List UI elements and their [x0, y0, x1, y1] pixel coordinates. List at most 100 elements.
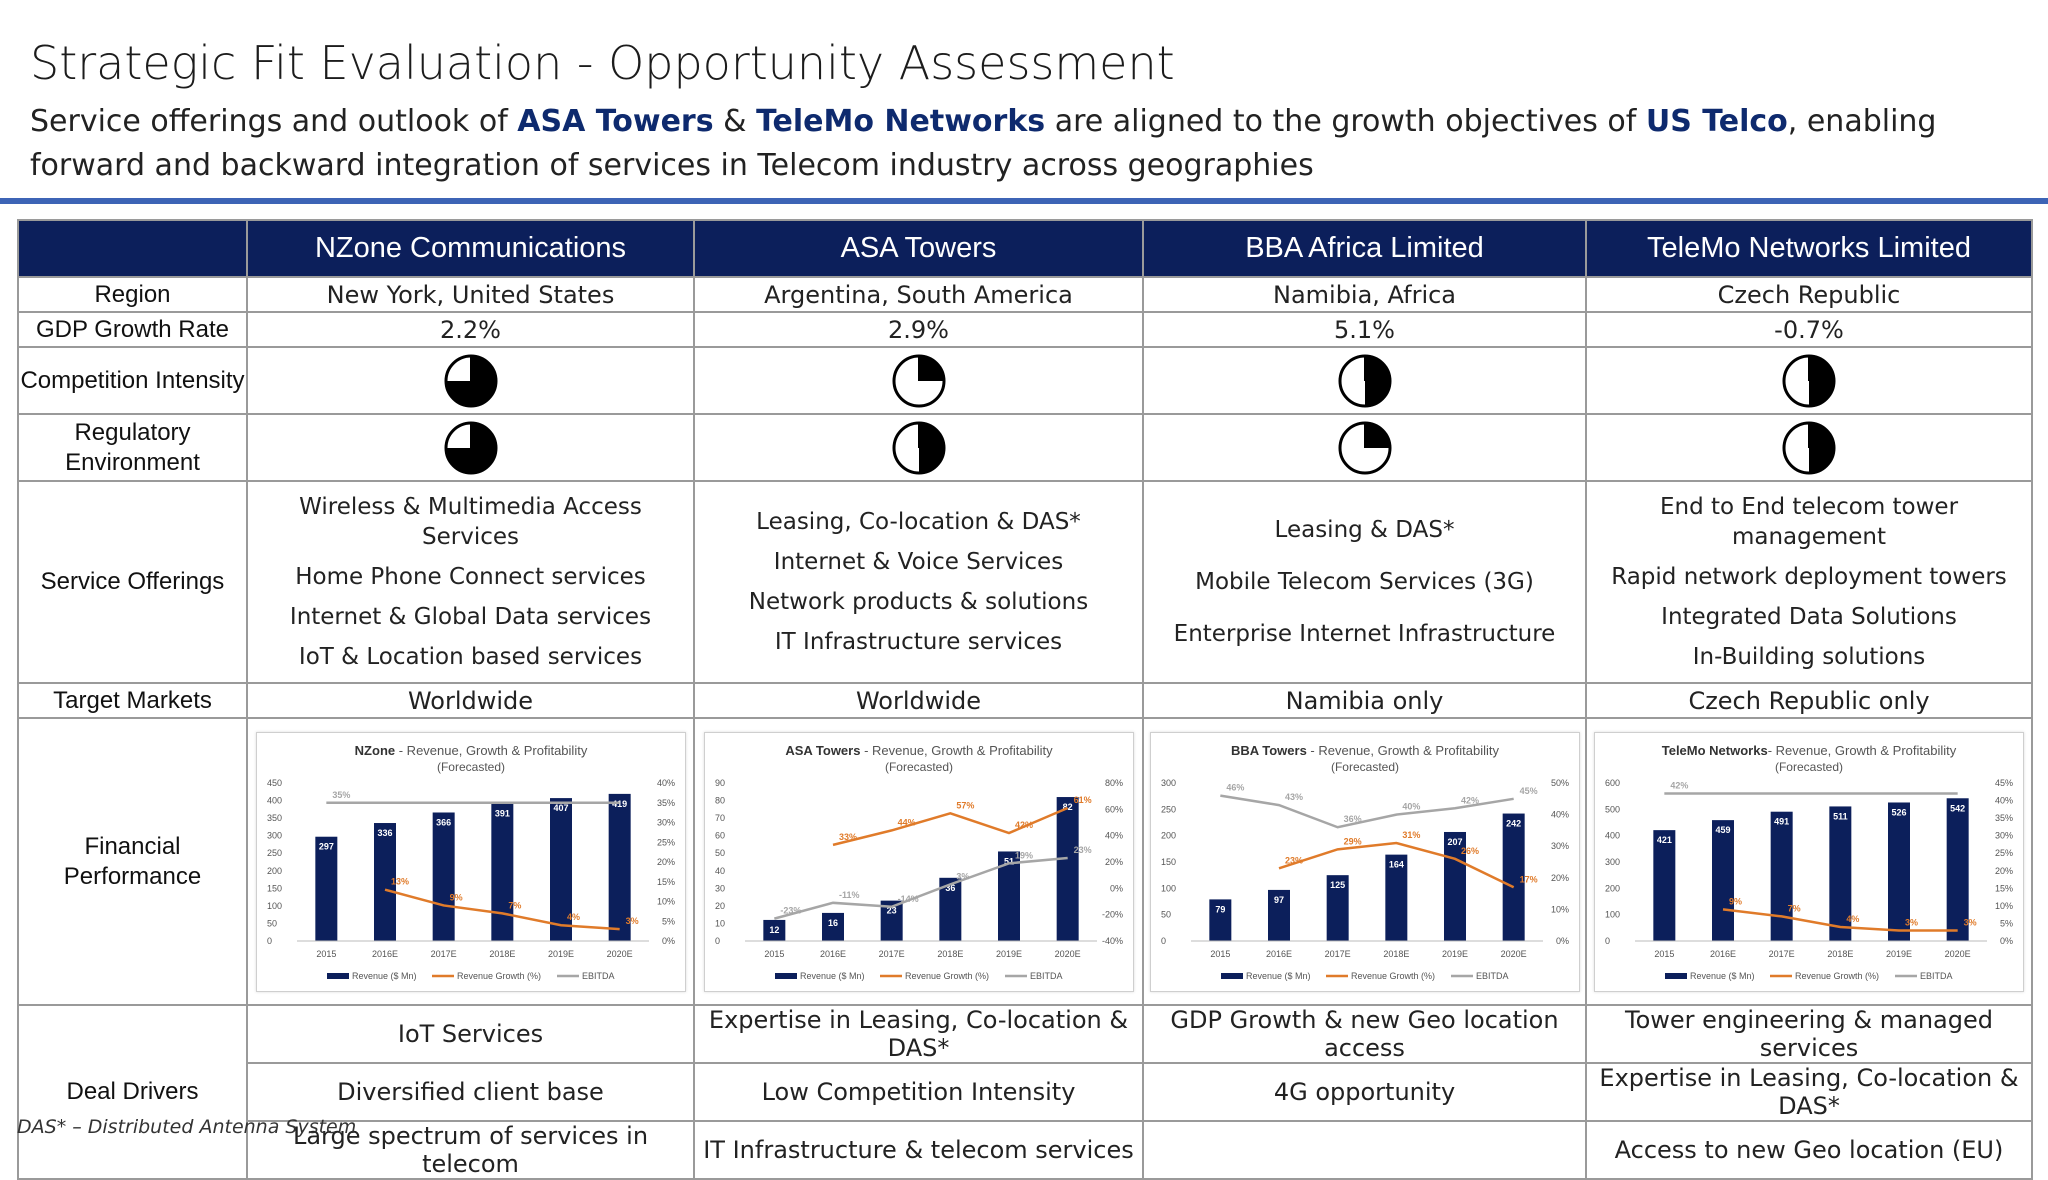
driver-cell: IoT Services [246, 1004, 695, 1064]
growth-line [832, 806, 1068, 846]
y2-tick-label: 10% [656, 896, 674, 906]
bar-data-label: 36 [945, 882, 955, 892]
driver-cell: Access to new Geo location (EU) [1585, 1120, 2033, 1180]
revenue-bar [762, 919, 785, 941]
y2-tick-label: 40% [1995, 795, 2013, 805]
growth-line-label: 13% [391, 876, 409, 886]
y2-tick-label: 40% [1104, 830, 1122, 840]
x-tick-label: 2019E [1441, 949, 1467, 959]
bar-data-label: 511 [1833, 811, 1848, 821]
bar-data-label: 297 [318, 841, 333, 851]
offering-item: Leasing & DAS* [1274, 517, 1455, 543]
driver-cell: Low Competition Intensity [693, 1062, 1144, 1122]
y-tick-label: 250 [267, 848, 282, 858]
growth-line-label: 61% [1073, 795, 1091, 805]
chart-subtitle: (Forecasted) [884, 760, 952, 774]
revenue-bar [1888, 801, 1910, 941]
growth-line [1722, 907, 1958, 932]
regulatory-cell [246, 413, 695, 482]
gdp-row: GDP Growth Rate 2.2% 2.9% 5.1% -0.7% [17, 311, 2033, 348]
x-tick-label: 2019E [1886, 949, 1912, 959]
revenue-bar [997, 850, 1020, 941]
driver-cell: Tower engineering & managed services [1585, 1004, 2033, 1064]
y-tick-label: 60 [715, 830, 725, 840]
harvey-ball-fill [918, 422, 944, 473]
chart-title-rest: - Revenue, Growth & Profitability [395, 743, 588, 758]
target-cell: Namibia only [1142, 682, 1587, 719]
offering-item: Internet & Global Data services [289, 604, 652, 630]
region-cell: Namibia, Africa [1142, 276, 1587, 313]
company-header: NZone Communications [246, 219, 695, 278]
gdp-cell: 2.2% [246, 311, 695, 348]
ebitda-line-label: 43% [1285, 792, 1303, 802]
growth-line-label: 9% [449, 892, 462, 902]
bar-data-label: 242 [1506, 818, 1521, 828]
y-tick-label: 300 [1161, 778, 1176, 788]
growth-line-label: 33% [839, 831, 857, 841]
y-tick-label: 300 [267, 830, 282, 840]
legend-swatch [1665, 972, 1687, 979]
offering-item: Home Phone Connect services [295, 564, 646, 590]
driver-cell: Diversified client base [246, 1062, 695, 1122]
offering-item: Wireless & Multimedia Access Services [299, 494, 642, 550]
driver-cell: Expertise in Leasing, Co-location & DAS* [693, 1004, 1144, 1064]
x-tick-label: 2018E [1827, 949, 1853, 959]
y-tick-label: 50 [267, 918, 277, 928]
x-tick-label: 2016E [1265, 949, 1291, 959]
revenue-bar [549, 797, 572, 941]
offerings-cell: Leasing, Co-location & DAS* Internet & V… [693, 480, 1144, 684]
growth-line-label: 57% [956, 800, 974, 810]
harvey-ball-icon [1338, 421, 1391, 474]
offering-item: IT Infrastructure services [774, 629, 1063, 655]
legend-label: EBITDA [1030, 971, 1063, 981]
y2-tick-label: -40% [1101, 936, 1122, 946]
x-tick-label: 2018E [1383, 949, 1409, 959]
x-tick-label: 2015 [1654, 949, 1674, 959]
y-tick-label: 300 [1605, 857, 1620, 867]
ebitda-line-label: -14% [897, 893, 918, 903]
revenue-chart: BBA Towers - Revenue, Growth & Profitabi… [1161, 743, 1569, 981]
bar-data-label: 164 [1388, 859, 1403, 869]
target-cell: Czech Republic only [1585, 682, 2033, 719]
y-tick-label: 0 [267, 936, 272, 946]
revenue-bar [1384, 854, 1407, 941]
y-tick-label: 100 [267, 900, 282, 910]
ebitda-line [773, 856, 1068, 920]
growth-line-label: 3% [1905, 917, 1918, 927]
company-header: ASA Towers [693, 219, 1144, 278]
harvey-ball-icon [1338, 354, 1391, 407]
subtitle-text: & [713, 104, 757, 139]
harvey-ball-icon [444, 421, 497, 474]
financial-cell: NZone - Revenue, Growth & Profitability (… [246, 717, 695, 1006]
financial-cell: TeleMo Networks- Revenue, Growth & Profi… [1585, 717, 2033, 1006]
x-tick-label: 2016E [819, 949, 845, 959]
bar-data-label: 12 [769, 924, 779, 934]
growth-line-label: 44% [897, 817, 915, 827]
y-tick-label: 0 [1161, 936, 1166, 946]
region-row: Region New York, United States Argentina… [17, 276, 2033, 313]
bar-data-label: 82 [1062, 802, 1072, 812]
offering-item: In-Building solutions [1692, 644, 1926, 670]
harvey-ball-icon [444, 354, 497, 407]
revenue-bar [1770, 811, 1793, 941]
harvey-ball-fill [918, 355, 944, 381]
revenue-bar [1326, 874, 1349, 941]
growth-line-label: 23% [1285, 855, 1303, 865]
bar-data-label: 79 [1215, 904, 1225, 914]
growth-line-label: 29% [1343, 836, 1361, 846]
y-tick-label: 40 [715, 865, 725, 875]
y2-tick-label: 20% [1104, 857, 1122, 867]
ebitda-line-label: 35% [332, 789, 350, 799]
chart-title: BBA Towers - Revenue, Growth & Profitabi… [1230, 743, 1499, 758]
bar-data-label: 336 [377, 828, 392, 838]
y-tick-label: 400 [1605, 830, 1620, 840]
growth-line [384, 887, 620, 930]
regulatory-row: Regulatory Environment [17, 413, 2033, 482]
row-label-competition: Competition Intensity [17, 346, 248, 415]
y-tick-label: 50 [1161, 909, 1171, 919]
subtitle-company-ustelco: US Telco [1645, 104, 1788, 139]
y-tick-label: 70 [715, 813, 725, 823]
driver-cell: 4G opportunity [1142, 1062, 1587, 1122]
legend-swatch [1220, 972, 1243, 979]
region-cell: New York, United States [246, 276, 695, 313]
